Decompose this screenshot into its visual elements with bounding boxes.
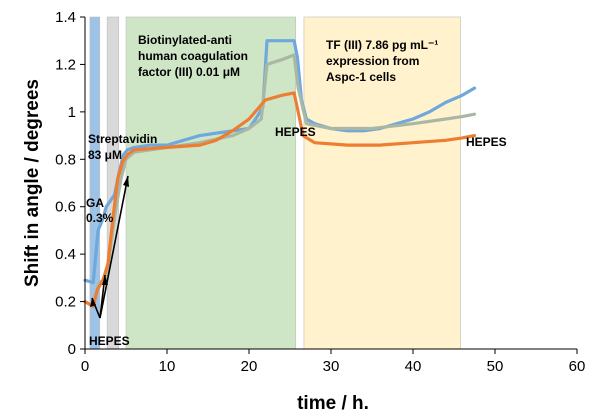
arrow-hepes-to-third-wash [99,175,129,319]
annotation-biotin-line3: factor (III) 0.01 μM [138,65,240,79]
arrow-head-third [123,176,129,187]
x-tick-label: 20 [241,358,258,375]
x-axis-title: time / h. [297,393,369,414]
annotation-hepes-end: HEPES [466,135,507,149]
annotation-biotin-line2: human coagulation [138,49,248,63]
annotation-hepes-start: HEPES [89,334,130,348]
annotation-tf-line2: expression from [326,54,419,68]
x-tick-label: 60 [569,358,586,375]
y-tick-label: 0.6 [55,199,76,216]
annotation-tf-line3: Aspc-1 cells [326,70,396,84]
annotation-biotin-line1: Biotinylated-anti [138,33,232,47]
series-line-3 [83,91,477,308]
y-tick-label: 0.2 [55,294,76,311]
series-line-2 [91,53,477,304]
annotation-hepes-middle: HEPES [275,125,316,139]
arrow-head-second [102,275,108,285]
data-series [83,39,477,308]
x-tick-label: 30 [323,358,340,375]
annotation-ga-line1: GA [86,196,104,210]
annotation-streptavidin-line1: Streptavidin [88,132,157,146]
y-tick-label: 1.4 [55,9,76,26]
x-tick-label: 0 [81,358,89,375]
annotation-streptavidin-line2: 83 μM [88,148,122,162]
x-tick-label: 50 [487,358,504,375]
arrow-heads [90,176,129,307]
y-tick-label: 1.2 [55,56,76,73]
y-tick-label: 1 [68,104,76,121]
tick-labels: 0 10 20 30 40 50 60 0 0.2 0.4 0.6 0.8 1 1.2 1.4 [55,9,585,375]
y-tick-label: 0.8 [55,151,76,168]
x-tick-label: 40 [405,358,422,375]
arrow-head-first [90,298,96,307]
shaded-region-4 [303,16,461,350]
y-tick-label: 0.4 [55,246,76,263]
annotation-ga-line2: 0.3% [86,211,114,225]
x-tick-label: 10 [159,358,176,375]
annotation-tf-line1: TF (III) 7.86 pg mL⁻¹ [326,38,438,52]
y-tick-label: 0 [68,341,76,358]
y-axis-title: Shift in angle / degrees [22,79,43,287]
